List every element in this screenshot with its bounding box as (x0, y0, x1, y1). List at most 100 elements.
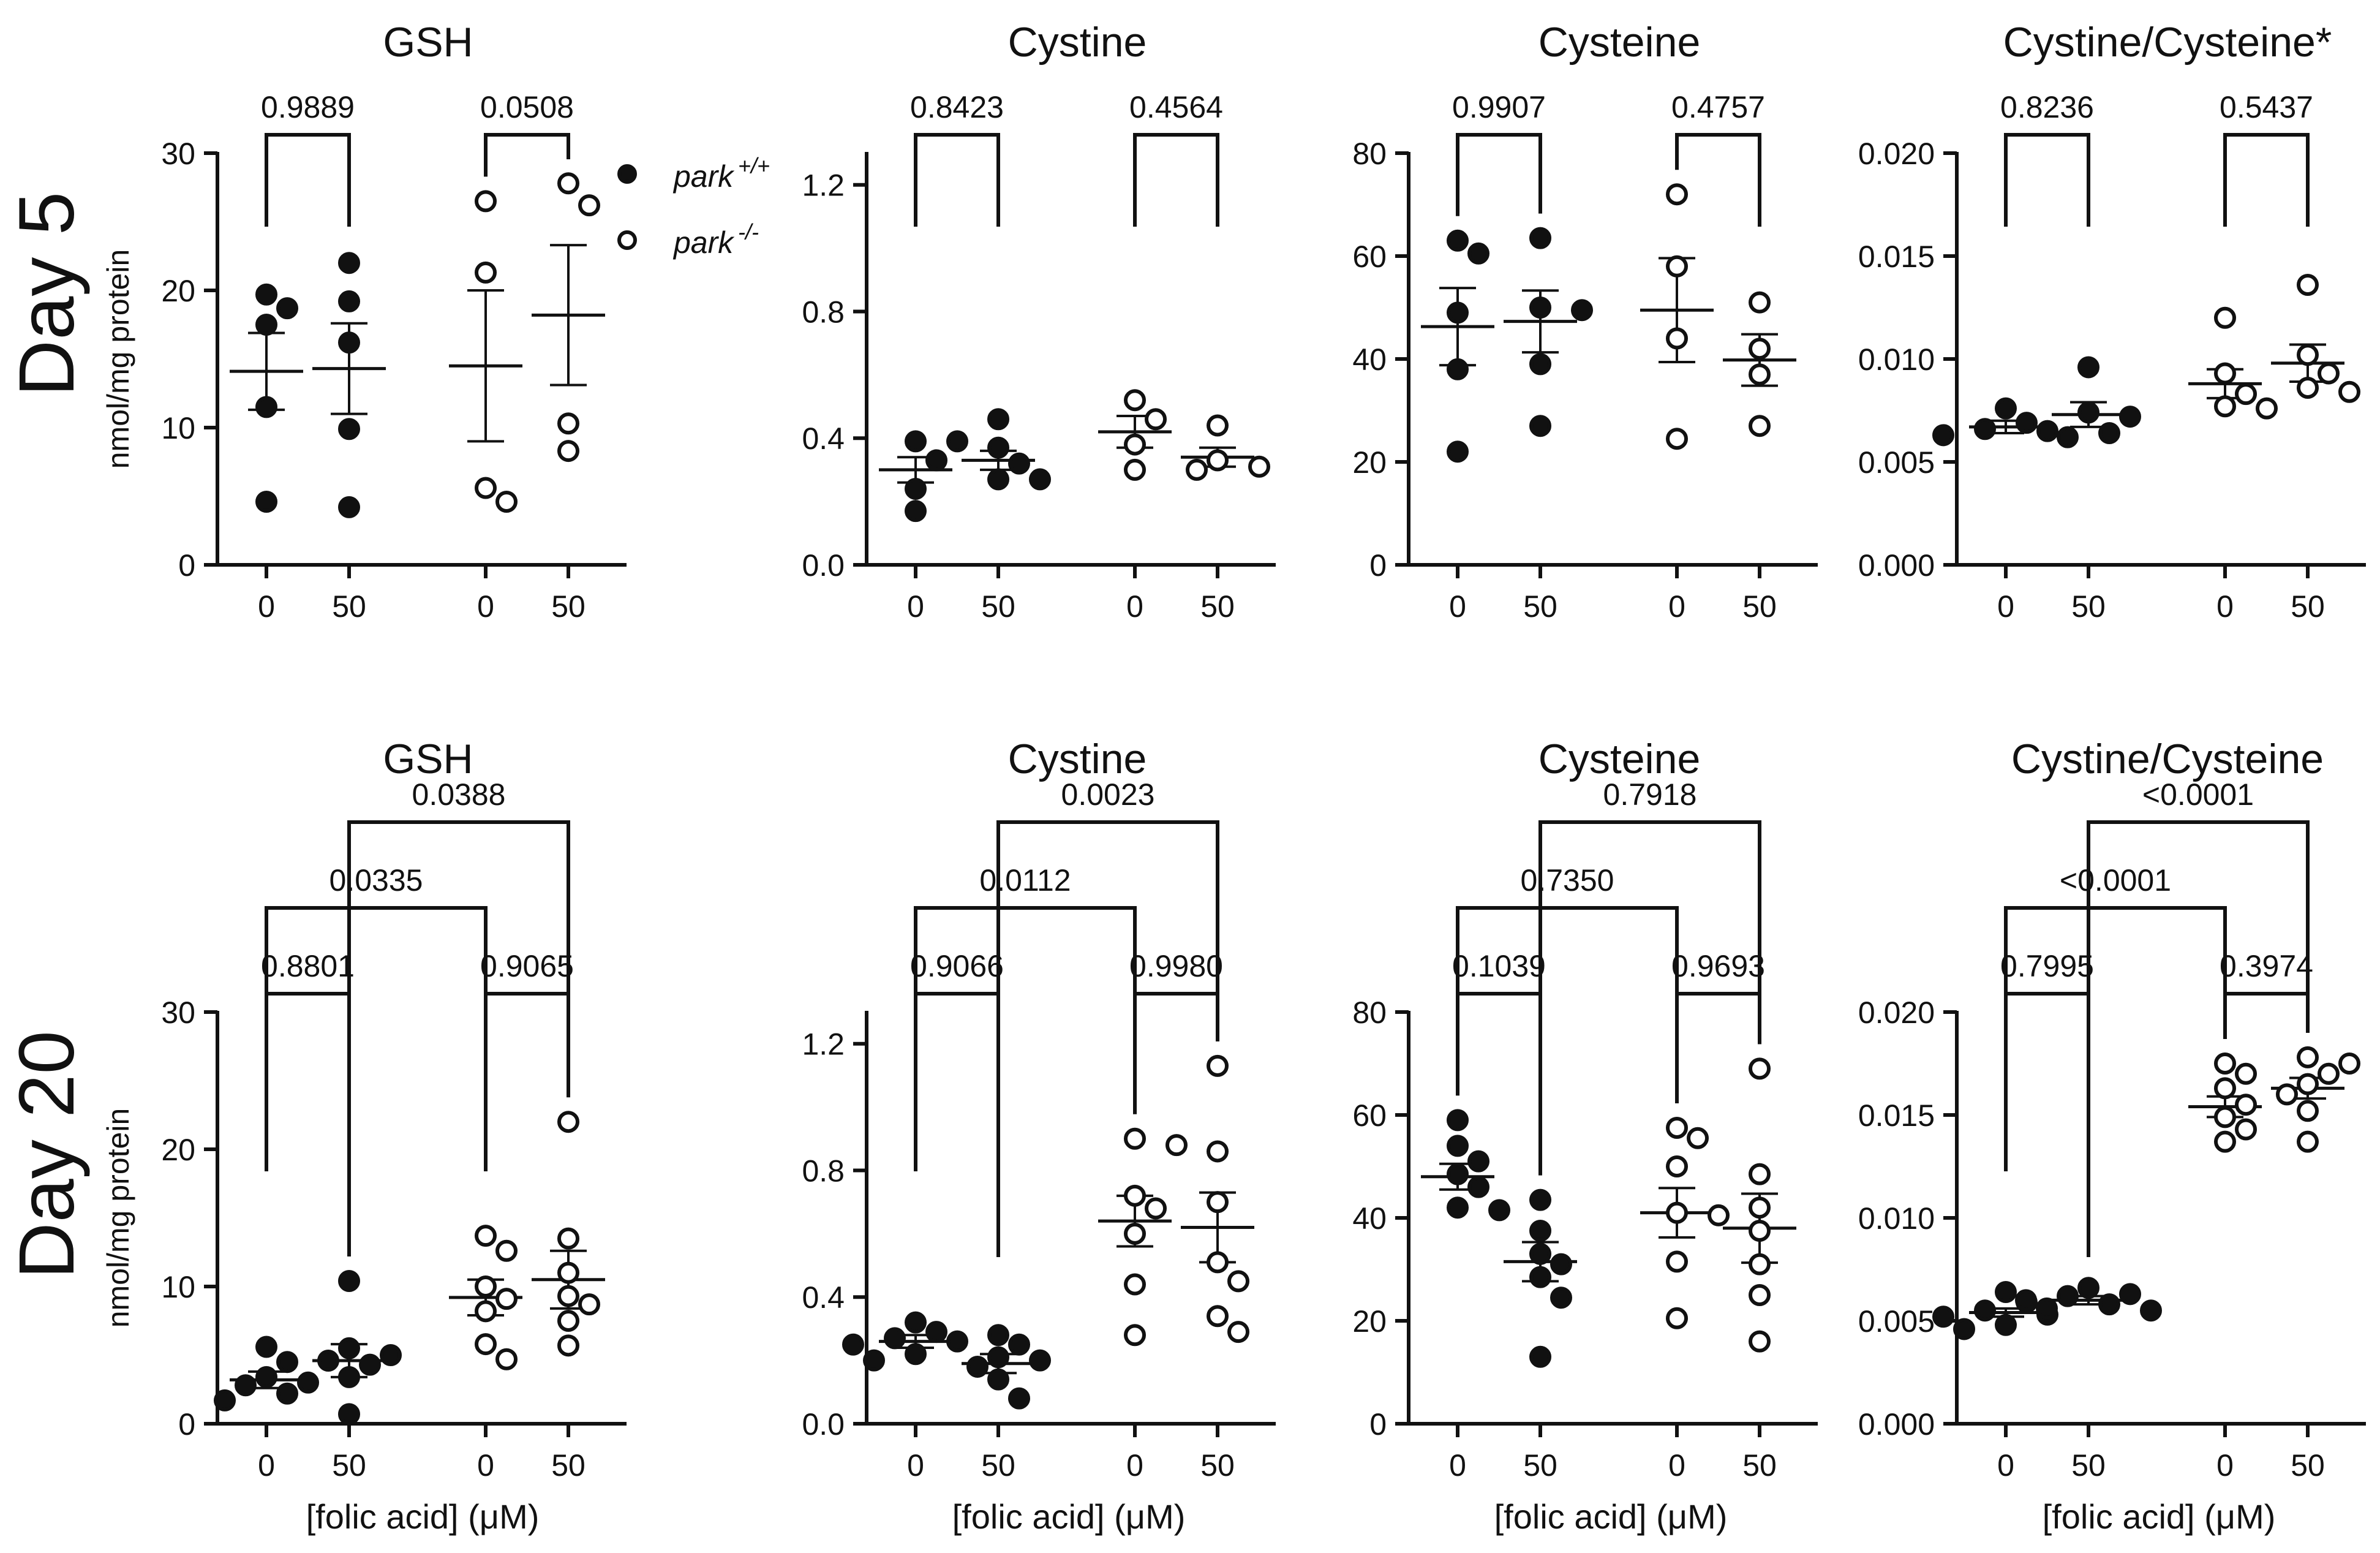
data-point (338, 290, 360, 312)
data-point (276, 1351, 298, 1374)
data-point (2098, 421, 2120, 444)
x-tick-label: 0 (1668, 1448, 1685, 1483)
data-point (905, 430, 927, 453)
x-tick-label: 50 (2291, 1448, 2325, 1483)
y-tick-label: 0.005 (1858, 1304, 1935, 1339)
y-tick-label: 0.4 (802, 1280, 845, 1315)
data-point (255, 1336, 277, 1358)
data-point (2276, 1083, 2298, 1106)
data-point (884, 1327, 906, 1350)
y-tick-label: 80 (1352, 996, 1387, 1030)
p-value-label: 0.9066 (910, 949, 1004, 983)
data-point (2016, 412, 2038, 434)
data-point (557, 1111, 579, 1133)
data-point (255, 396, 277, 418)
y-tick-label: 0 (1369, 548, 1387, 583)
comparison-bracket (484, 133, 570, 177)
data-point (495, 1348, 518, 1370)
x-tick-label: 0 (1668, 589, 1685, 624)
data-point (1529, 1266, 1551, 1288)
data-point (557, 412, 579, 435)
data-point (1207, 414, 1229, 437)
data-point (2338, 380, 2360, 403)
data-point (1447, 358, 1469, 380)
data-point (557, 1285, 579, 1307)
data-point (2297, 377, 2319, 399)
y-tick-label: 0.000 (1858, 548, 1935, 583)
comparison-bracket (2004, 906, 2227, 1171)
panel-title: Cystine/Cysteine* (2003, 19, 2332, 66)
data-point (1447, 1109, 1469, 1132)
data-point (2214, 1106, 2236, 1128)
data-point (475, 1275, 497, 1298)
data-point (255, 314, 277, 336)
x-tick-label: 50 (332, 589, 366, 624)
data-point (2235, 383, 2257, 406)
data-point (2318, 362, 2340, 385)
x-tick-label: 50 (1200, 589, 1235, 624)
y-tick-label: 20 (161, 274, 195, 308)
y-tick-label: 0.0 (802, 548, 845, 583)
data-point (905, 500, 927, 523)
data-point (1932, 424, 1954, 447)
data-point (557, 1310, 579, 1332)
data-point (2214, 1130, 2236, 1153)
data-point (1953, 1318, 1975, 1340)
x-tick-label: 0 (907, 1448, 924, 1483)
data-point (1447, 1196, 1469, 1219)
x-tick-label: 50 (332, 1448, 366, 1483)
p-value-label: 0.8801 (261, 949, 355, 983)
x-tick-label: 0 (1126, 1448, 1143, 1483)
y-tick-label: 60 (1352, 240, 1387, 274)
x-tick-label: 50 (1523, 1448, 1557, 1483)
data-point (987, 1324, 1009, 1347)
data-point (338, 331, 360, 354)
panel-title: GSH (383, 736, 473, 782)
p-value-label: 0.9980 (1129, 949, 1223, 983)
data-point (475, 1300, 497, 1323)
data-point (338, 1270, 360, 1293)
data-point (1749, 1196, 1771, 1219)
data-point (1666, 1117, 1688, 1139)
x-tick-label: 0 (2216, 589, 2234, 624)
y-tick-label: 0.005 (1858, 445, 1935, 480)
y-axis-label: nmol/mg protein (101, 1108, 135, 1328)
p-value-label: 0.0023 (1061, 777, 1155, 812)
data-point (1932, 1306, 1954, 1328)
data-point (987, 1368, 1009, 1391)
data-point (1529, 1188, 1551, 1211)
comparison-bracket (265, 992, 351, 1086)
data-point (1666, 1201, 1688, 1224)
row-label-day5: Day 5 (3, 192, 91, 396)
data-point (338, 418, 360, 440)
data-point (2297, 1046, 2319, 1068)
x-tick-label: 50 (1523, 589, 1557, 624)
data-point (1749, 1284, 1771, 1306)
legend: park +/+ park -/- (617, 153, 770, 260)
data-point (1974, 418, 1996, 440)
comparison-bracket (914, 133, 1000, 227)
data-point (1749, 1253, 1771, 1275)
y-tick-label: 0.015 (1858, 1098, 1935, 1133)
x-axis-title-4: [folic acid] (μM) (2043, 1497, 2276, 1536)
comparison-bracket (1456, 133, 1542, 216)
data-point (987, 436, 1009, 459)
x-tick-label: 0 (1997, 589, 2014, 624)
data-point (255, 1366, 277, 1388)
data-point (1207, 1140, 1229, 1163)
p-value-label: 0.0388 (412, 777, 506, 812)
x-tick-label: 50 (1200, 1448, 1235, 1483)
data-point (1467, 1176, 1489, 1198)
data-point (1749, 363, 1771, 386)
y-tick-label: 40 (1352, 1201, 1387, 1236)
data-point (1447, 229, 1469, 252)
data-point (1687, 1127, 1709, 1149)
x-tick-label: 50 (551, 1448, 586, 1483)
data-point (1550, 1253, 1572, 1275)
y-tick-label: 0.010 (1858, 342, 1935, 377)
data-point (2297, 1130, 2319, 1153)
data-point (1124, 1127, 1146, 1150)
data-point (1666, 1250, 1688, 1273)
data-point (1550, 1287, 1572, 1309)
data-point (359, 1353, 381, 1376)
